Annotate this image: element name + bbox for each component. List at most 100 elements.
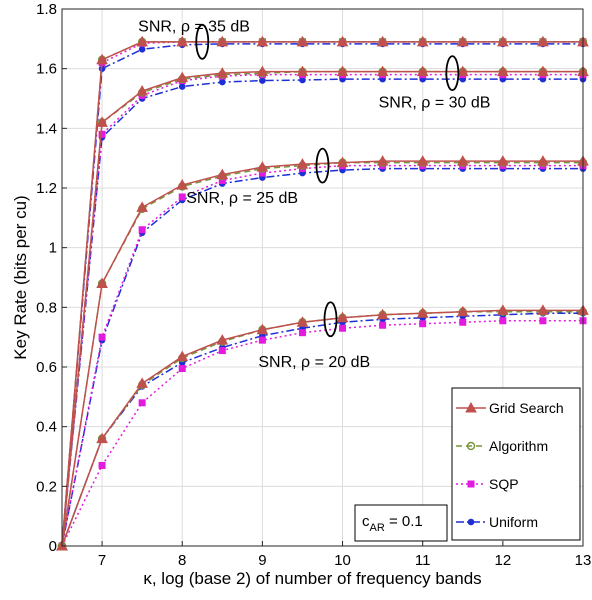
series-group [56, 155, 589, 551]
data-point [256, 65, 269, 77]
data-point [296, 316, 309, 327]
x-tick-label: 12 [495, 552, 512, 569]
x-tick-label: 11 [415, 552, 431, 569]
series-line [61, 43, 583, 547]
data-point [176, 35, 189, 47]
data-point [96, 53, 108, 65]
x-tick-label: 7 [98, 552, 106, 569]
snr-group-label: SNR, ρ = 30 dB [379, 94, 491, 111]
data-point [178, 364, 186, 372]
legend-marker [467, 518, 475, 526]
y-tick-label: 1.8 [36, 1, 57, 18]
data-point [98, 333, 106, 341]
data-point [258, 336, 266, 344]
data-point [456, 155, 469, 166]
legend-marker [467, 480, 475, 488]
data-point [379, 321, 387, 329]
series-group [56, 304, 589, 551]
series-line [61, 73, 583, 547]
data-point [537, 304, 549, 315]
x-tick-label: 10 [334, 552, 351, 569]
legend: Grid Search Algorithm SQP Uniform [451, 387, 581, 541]
data-point [537, 65, 549, 77]
series-line [61, 70, 583, 547]
data-point [176, 71, 189, 83]
data-point [456, 305, 469, 317]
legend-item: Algorithm [456, 438, 548, 454]
y-tick-label: 1 [49, 240, 57, 257]
data-point [339, 324, 347, 332]
y-tick-label: 1.2 [36, 180, 57, 197]
c-ar-annotation-box: cAR = 0.1 [354, 504, 448, 542]
data-point [459, 318, 467, 326]
data-point [298, 329, 306, 337]
data-point [456, 65, 469, 77]
data-point [296, 65, 309, 77]
series-line [61, 309, 583, 547]
data-point [539, 317, 547, 325]
data-point [376, 308, 389, 320]
data-point [178, 193, 186, 201]
data-point [98, 130, 106, 138]
y-tick-label: 1.4 [36, 120, 57, 137]
data-point [336, 65, 349, 77]
data-point [216, 67, 229, 78]
data-point [216, 334, 229, 345]
series-line [61, 78, 583, 547]
snr-group-ellipse [315, 147, 330, 184]
snr-group-ellipse [195, 23, 210, 60]
data-point [138, 399, 146, 407]
data-point [219, 78, 226, 86]
annotation-layer: SNR, ρ = 35 dB SNR, ρ = 30 dB SNR, ρ = 25 … [138, 18, 490, 371]
data-point [216, 168, 229, 180]
data-point [296, 35, 309, 47]
snr-group-ellipse [445, 55, 460, 92]
plot-frame [61, 8, 584, 547]
data-point [98, 461, 106, 469]
snr-group-label: SNR, ρ = 35 dB [138, 18, 250, 35]
data-point [256, 161, 269, 172]
data-point [136, 35, 149, 47]
data-point [416, 307, 429, 318]
y-tick-label: 1.6 [36, 61, 57, 78]
x-tick-label: 8 [178, 552, 186, 569]
data-point [496, 35, 509, 47]
data-point [256, 323, 269, 335]
legend-marker [465, 401, 477, 413]
data-point [136, 201, 149, 212]
data-point [176, 178, 189, 190]
data-point [496, 155, 509, 166]
y-tick-label: 0.8 [36, 299, 57, 316]
data-point [216, 35, 229, 47]
y-tick-label: 0.6 [36, 359, 57, 376]
data-point [138, 226, 146, 234]
x-axis-label: κ, log (base 2) of number of frequency b… [143, 569, 481, 588]
x-tick-label: 9 [258, 552, 266, 569]
data-point [416, 35, 429, 47]
data-point [259, 77, 266, 84]
data-point [96, 432, 108, 444]
y-axis-label: Key Rate (bits per cu) [11, 195, 30, 359]
data-point [419, 320, 427, 328]
series-line [61, 164, 583, 547]
series-line [61, 160, 583, 547]
legend-item: Uniform [456, 514, 538, 530]
data-point [336, 311, 349, 323]
series-line [61, 41, 583, 547]
data-point [336, 156, 349, 168]
data-point [537, 35, 549, 47]
data-point [537, 155, 549, 166]
data-point [376, 155, 389, 166]
series-line [61, 312, 583, 547]
data-point [176, 350, 189, 362]
snr-group-ellipse [323, 301, 338, 338]
data-point [496, 65, 509, 77]
y-tick-label: 0 [49, 538, 57, 555]
data-point [136, 377, 149, 388]
data-point [296, 158, 309, 169]
legend-label: Uniform [489, 514, 538, 530]
y-tick-label: 0.2 [36, 478, 57, 495]
series-line [61, 167, 583, 547]
data-point [376, 35, 389, 47]
